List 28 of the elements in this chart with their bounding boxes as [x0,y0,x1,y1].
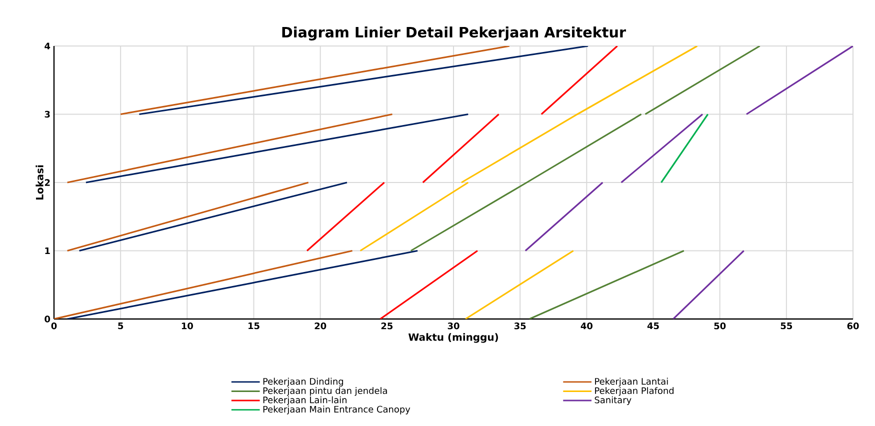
x-tick-label: 60 [847,322,859,330]
legend-label: Pekerjaan Lain-lain [263,396,347,406]
x-tick-label: 0 [51,322,57,330]
legend-label: Sanitary [594,396,632,406]
x-tick-label: 25 [381,322,393,330]
x-tick-label: 45 [647,322,659,330]
legend-label: Pekerjaan pintu dan jendela [263,387,387,396]
x-tick-label: 30 [448,322,460,330]
x-tick-label: 15 [248,322,260,330]
x-tick-label: 20 [314,322,326,330]
y-tick-label: 2 [44,179,50,186]
legend-label: Pekerjaan Lantai [595,378,668,386]
chart-title: Diagram Linier Detail Pekerjaan Arsitektur [282,26,626,40]
x-tick-label: 50 [714,322,726,330]
x-tick-label: 55 [780,322,792,330]
x-tick-label: 35 [514,322,526,330]
x-axis-title: Waktu (minggu) [408,333,498,343]
y-tick-label: 0 [44,316,50,322]
y-tick-label: 3 [44,110,50,118]
y-axis-title: Lokasi [36,165,44,200]
legend-label: Pekerjaan Dinding [263,378,344,386]
x-tick-label: 5 [118,322,124,330]
x-tick-label: 40 [580,322,592,330]
legend-label: Pekerjaan Plafond [595,387,674,396]
y-tick-label: 4 [44,42,50,50]
legend-label: Pekerjaan Main Entrance Canopy [263,406,410,414]
y-tick-label: 1 [45,247,50,254]
x-tick-label: 10 [182,322,193,330]
